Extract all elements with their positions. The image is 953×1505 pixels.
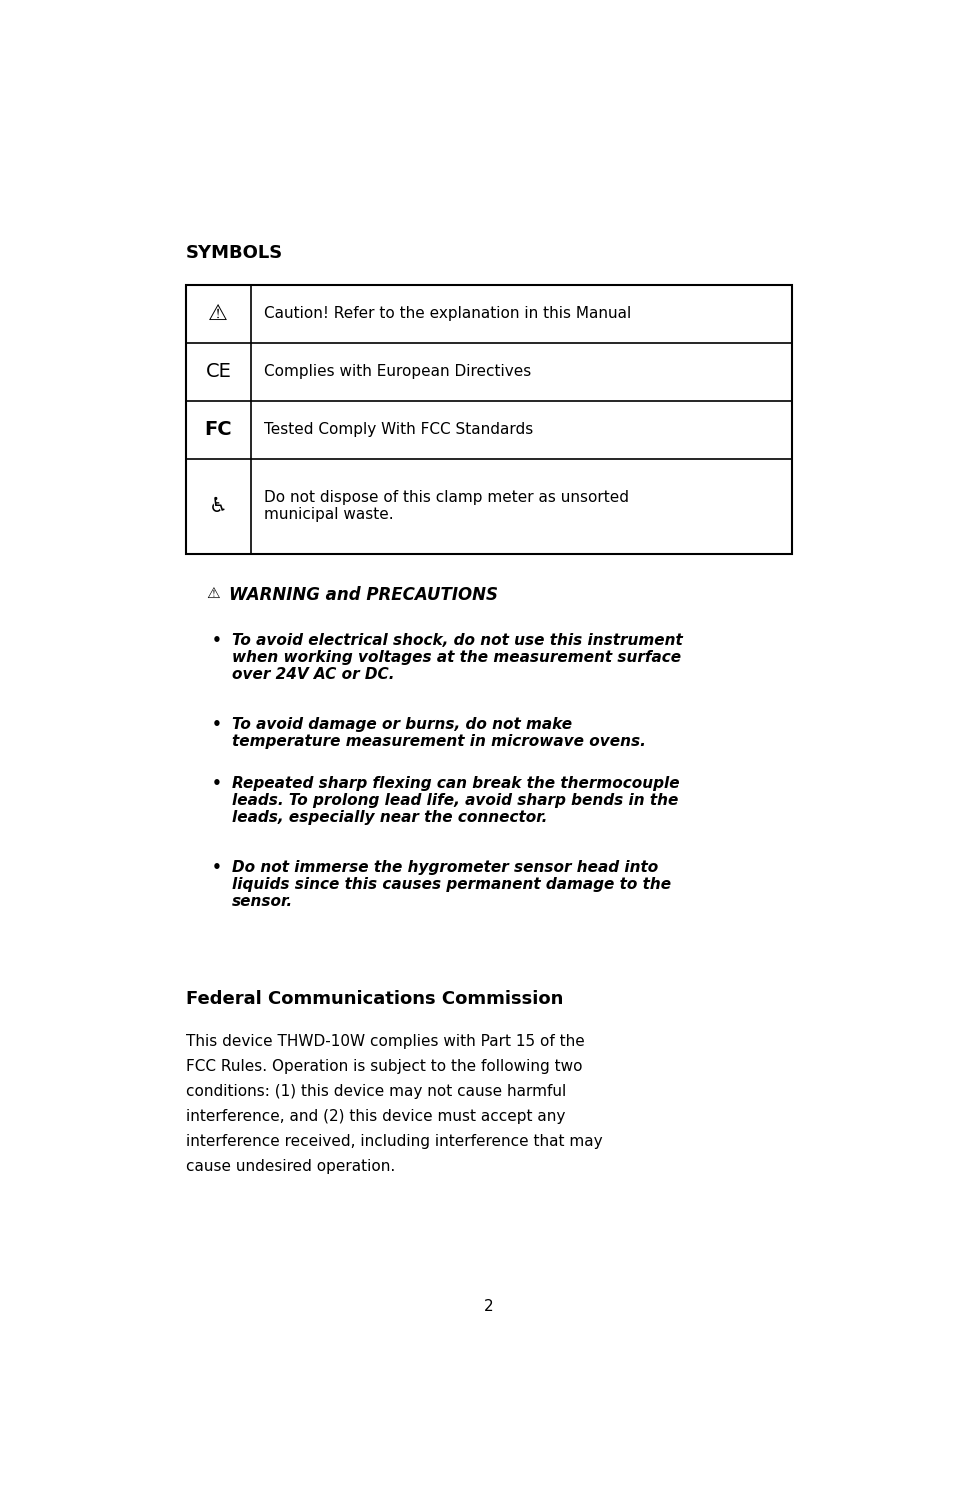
Text: •: • xyxy=(212,775,221,790)
Text: Federal Communications Commission: Federal Communications Commission xyxy=(186,990,562,1008)
Text: Tested Comply With FCC Standards: Tested Comply With FCC Standards xyxy=(264,423,533,438)
Text: •: • xyxy=(212,632,221,647)
Text: cause undesired operation.: cause undesired operation. xyxy=(186,1159,395,1174)
Text: This device THWD-10W complies with Part 15 of the: This device THWD-10W complies with Part … xyxy=(186,1034,584,1049)
Text: interference, and (2) this device must accept any: interference, and (2) this device must a… xyxy=(186,1109,564,1124)
Text: conditions: (1) this device may not cause harmful: conditions: (1) this device may not caus… xyxy=(186,1084,565,1099)
Text: To avoid electrical shock, do not use this instrument
when working voltages at t: To avoid electrical shock, do not use th… xyxy=(232,632,681,682)
Text: Do not immerse the hygrometer sensor head into
liquids since this causes permane: Do not immerse the hygrometer sensor hea… xyxy=(232,859,670,909)
Text: Do not dispose of this clamp meter as unsorted
municipal waste.: Do not dispose of this clamp meter as un… xyxy=(264,491,628,522)
Text: Complies with European Directives: Complies with European Directives xyxy=(264,364,531,379)
Text: SYMBOLS: SYMBOLS xyxy=(186,244,283,262)
Text: •: • xyxy=(212,716,221,731)
Text: CE: CE xyxy=(205,363,231,381)
Text: FCC Rules. Operation is subject to the following two: FCC Rules. Operation is subject to the f… xyxy=(186,1060,581,1075)
Text: To avoid damage or burns, do not make
temperature measurement in microwave ovens: To avoid damage or burns, do not make te… xyxy=(232,716,645,749)
Text: WARNING and PRECAUTIONS: WARNING and PRECAUTIONS xyxy=(229,585,497,604)
Text: FC: FC xyxy=(204,420,232,439)
Text: ⚠: ⚠ xyxy=(208,304,228,324)
Text: Repeated sharp flexing can break the thermocouple
leads. To prolong lead life, a: Repeated sharp flexing can break the the… xyxy=(232,775,679,825)
Text: ♿: ♿ xyxy=(209,497,228,516)
Text: Caution! Refer to the explanation in this Manual: Caution! Refer to the explanation in thi… xyxy=(264,307,631,322)
Text: •: • xyxy=(212,859,221,874)
Bar xyxy=(186,284,791,554)
Text: ⚠: ⚠ xyxy=(206,585,220,600)
Text: interference received, including interference that may: interference received, including interfe… xyxy=(186,1133,601,1148)
Text: 2: 2 xyxy=(483,1299,494,1314)
